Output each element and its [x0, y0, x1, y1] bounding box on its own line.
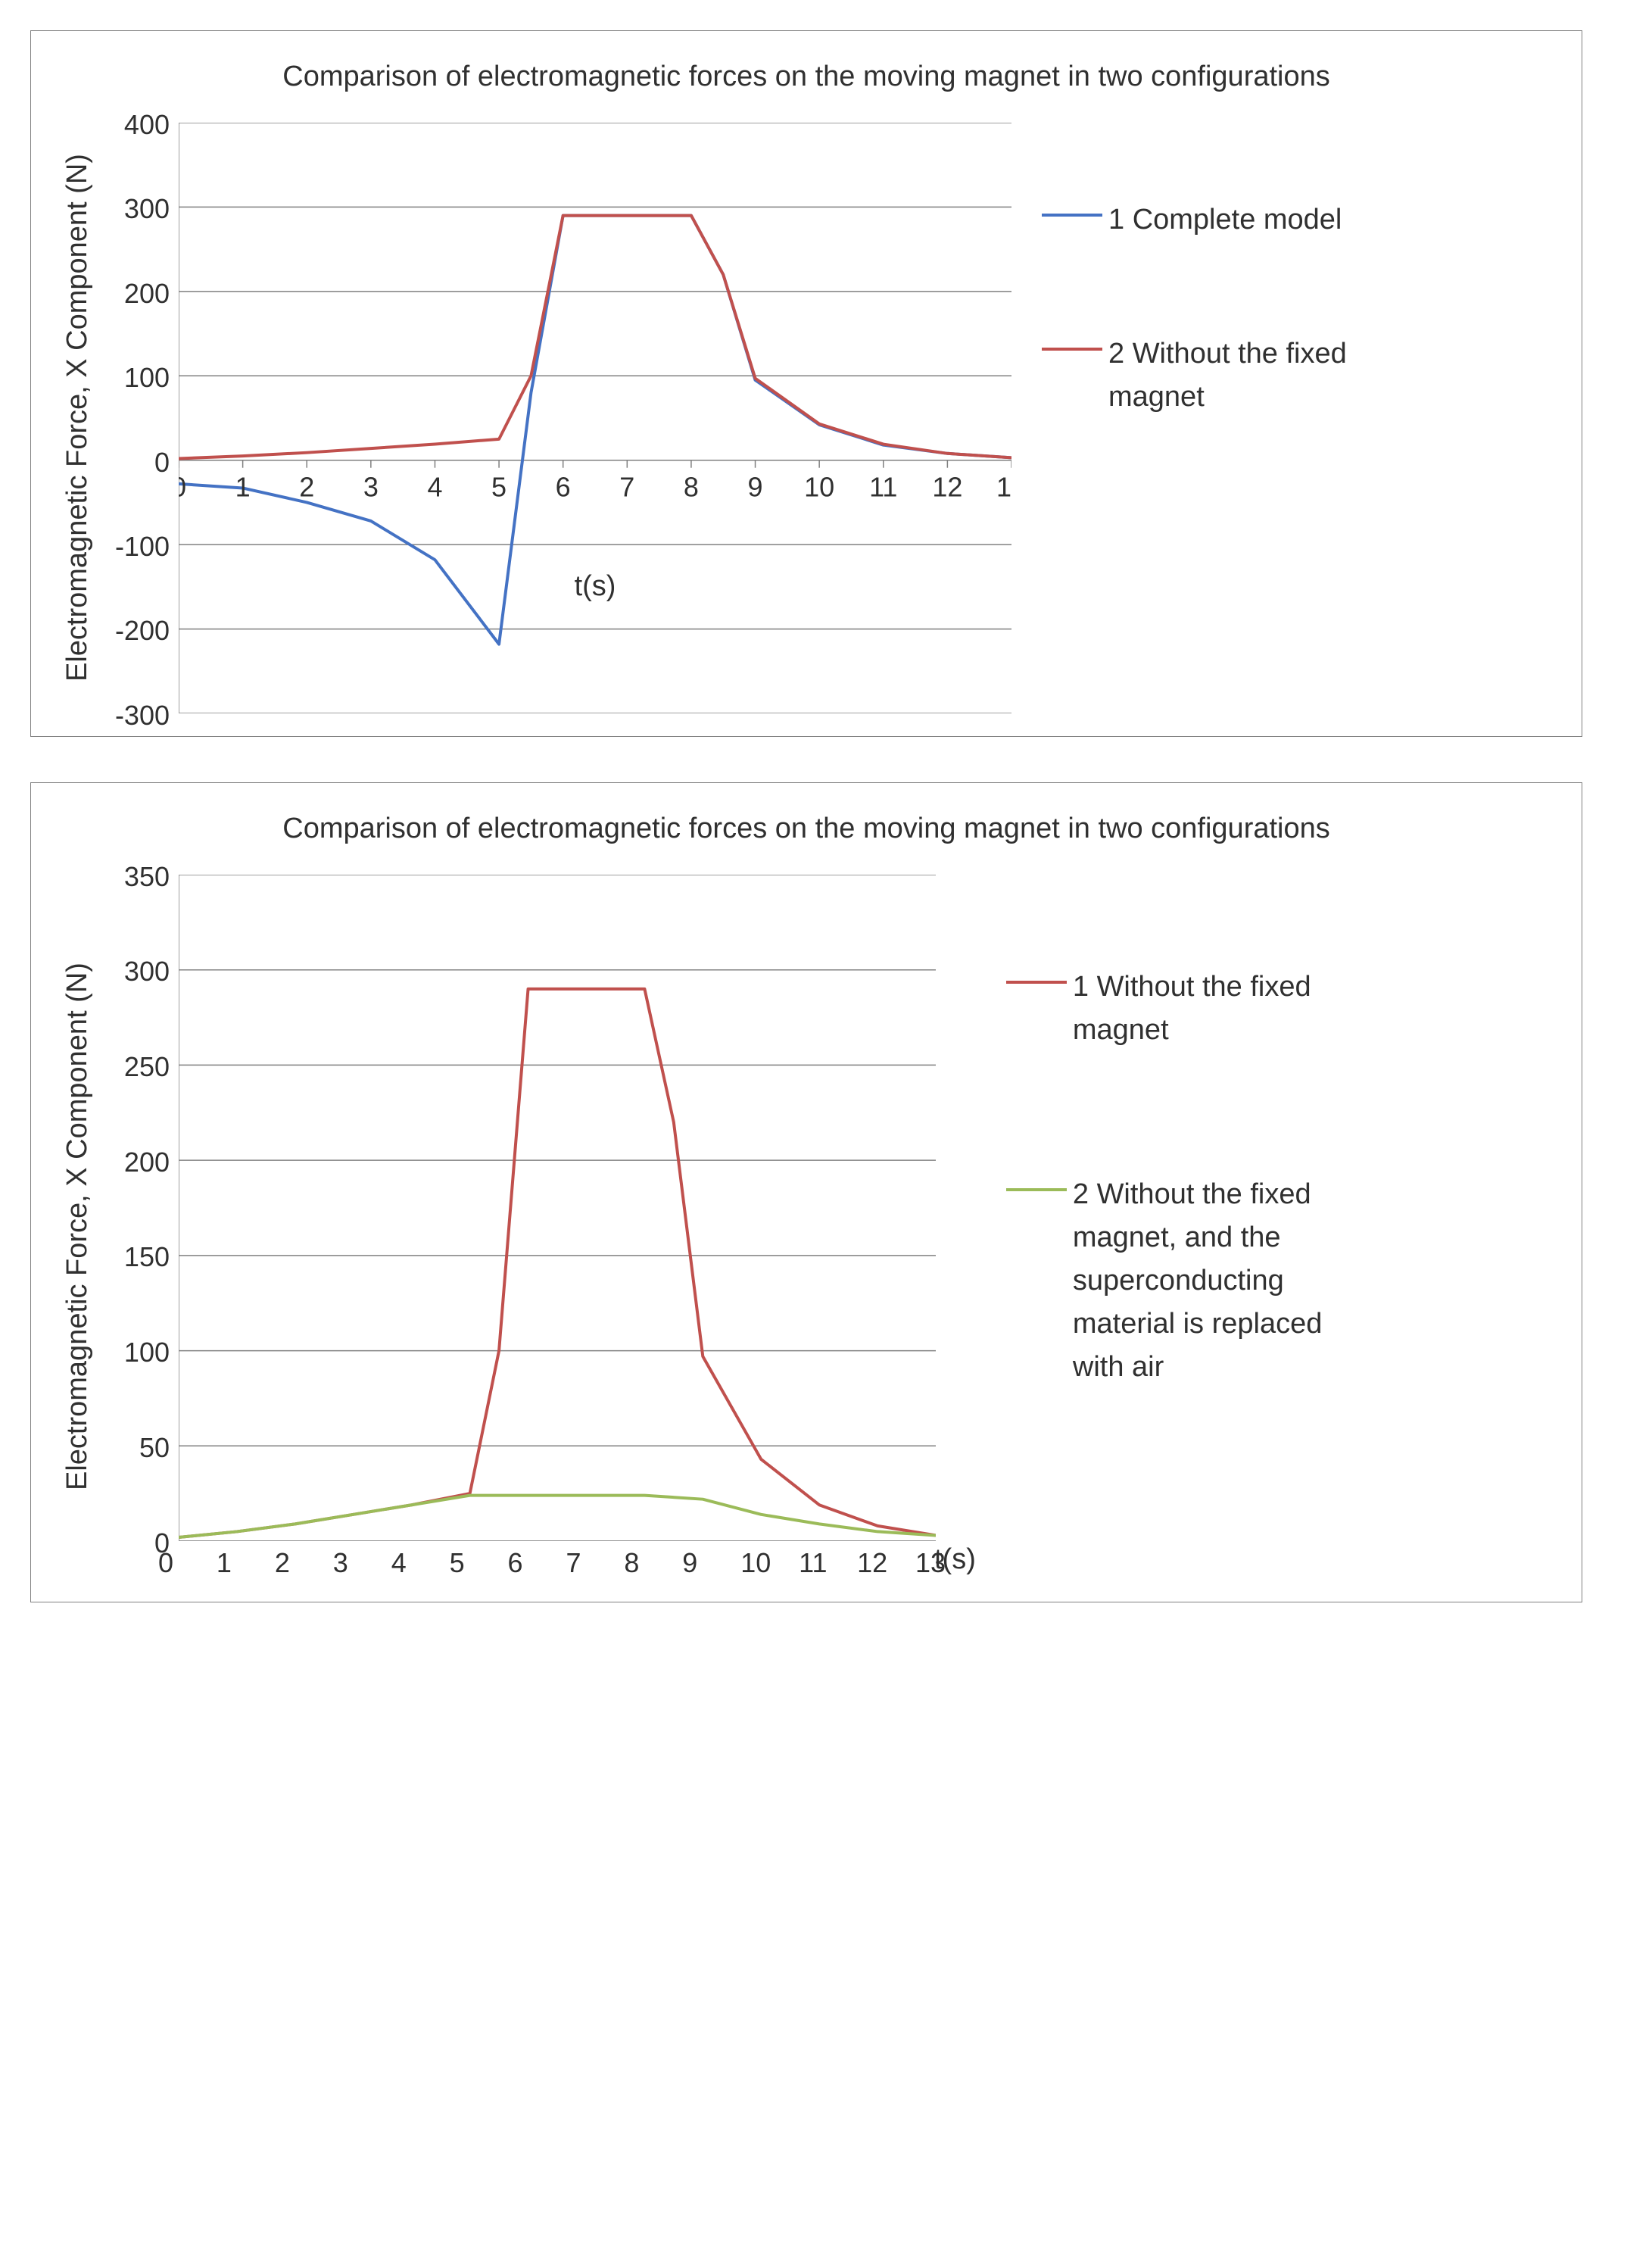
svg-text:1: 1	[235, 472, 251, 503]
chart1-title: Comparison of electromagnetic forces on …	[276, 54, 1336, 100]
svg-text:4: 4	[427, 472, 442, 503]
x-tick-label: 5	[450, 1547, 465, 1579]
y-tick-label: 100	[124, 1337, 170, 1368]
legend-swatch	[1006, 1188, 1067, 1191]
svg-text:6: 6	[556, 472, 571, 503]
y-tick-label: 200	[124, 278, 170, 310]
chart2-yticks: 050100150200250300350	[101, 875, 179, 1541]
x-tick-label: 2	[275, 1547, 290, 1579]
legend-label: 2 Without the fixed magnet	[1108, 332, 1381, 419]
legend-item: 2 Without the fixed magnet, and the supe…	[1006, 1173, 1345, 1389]
y-tick-label: -200	[115, 615, 170, 647]
x-tick-label: 4	[391, 1547, 407, 1579]
svg-text:12: 12	[932, 472, 962, 503]
chart2-xticks: 012345678910111213	[170, 1541, 927, 1579]
x-tick-label: 8	[624, 1547, 639, 1579]
chart2-plot-col: 050100150200250300350 012345678910111213…	[101, 875, 976, 1579]
y-tick-label: 150	[124, 1241, 170, 1273]
svg-text:11: 11	[869, 472, 897, 503]
legend-label: 1 Without the fixed magnet	[1073, 966, 1345, 1052]
svg-text:8: 8	[684, 472, 699, 503]
chart2-body: Electromagnetic Force, X Component (N) 0…	[54, 875, 1559, 1579]
y-tick-label: 100	[124, 362, 170, 394]
y-tick-label: 0	[154, 447, 170, 479]
chart1-yticks: -300-200-1000100200300400	[101, 123, 179, 713]
chart1-legend: 1 Complete model 2 Without the fixed magn…	[1011, 123, 1381, 713]
svg-text:3: 3	[363, 472, 379, 503]
x-tick-label: 9	[682, 1547, 697, 1579]
chart1-container: Comparison of electromagnetic forces on …	[30, 30, 1582, 737]
y-tick-label: 300	[124, 193, 170, 225]
legend-swatch	[1042, 214, 1102, 217]
chart2-plot	[179, 875, 936, 1541]
legend-item: 1 Without the fixed magnet	[1006, 966, 1345, 1052]
x-tick-label: 7	[566, 1547, 581, 1579]
legend-item: 2 Without the fixed magnet	[1042, 332, 1381, 419]
chart1-plot: 012345678910111213t(s)	[179, 123, 1011, 713]
x-tick-label: 10	[740, 1547, 771, 1579]
legend-swatch	[1006, 981, 1067, 984]
y-tick-label: 200	[124, 1147, 170, 1178]
svg-text:13: 13	[996, 472, 1011, 503]
x-tick-label: 11	[799, 1547, 827, 1579]
svg-text:9: 9	[748, 472, 763, 503]
legend-label: 2 Without the fixed magnet, and the supe…	[1073, 1173, 1345, 1389]
chart1-plot-row: -300-200-1000100200300400 01234567891011…	[101, 123, 1011, 713]
legend-item: 1 Complete model	[1042, 198, 1381, 242]
y-tick-label: -100	[115, 531, 170, 563]
x-tick-label: 13	[915, 1547, 946, 1579]
chart2-ylabel: Electromagnetic Force, X Component (N)	[54, 875, 101, 1579]
chart2-plot-row: 050100150200250300350	[101, 875, 976, 1541]
chart2-legend: 1 Without the fixed magnet 2 Without the …	[976, 875, 1345, 1579]
y-tick-label: 350	[124, 861, 170, 893]
chart2-title: Comparison of electromagnetic forces on …	[276, 806, 1336, 852]
y-tick-label: 400	[124, 109, 170, 141]
y-tick-label: 250	[124, 1051, 170, 1083]
x-tick-label: 3	[333, 1547, 348, 1579]
svg-text:2: 2	[299, 472, 314, 503]
chart2-container: Comparison of electromagnetic forces on …	[30, 782, 1582, 1602]
y-tick-label: 300	[124, 956, 170, 988]
svg-text:10: 10	[804, 472, 834, 503]
svg-text:5: 5	[491, 472, 507, 503]
y-tick-label: 50	[139, 1432, 170, 1464]
svg-text:0: 0	[179, 472, 186, 503]
svg-text:7: 7	[619, 472, 634, 503]
x-tick-label: 1	[217, 1547, 232, 1579]
x-tick-label: 0	[158, 1547, 173, 1579]
svg-text:t(s): t(s)	[575, 570, 616, 602]
chart1-ylabel: Electromagnetic Force, X Component (N)	[54, 123, 101, 713]
legend-label: 1 Complete model	[1108, 198, 1342, 242]
chart1-plot-col: -300-200-1000100200300400 01234567891011…	[101, 123, 1011, 713]
x-tick-label: 12	[857, 1547, 887, 1579]
chart1-body: Electromagnetic Force, X Component (N) -…	[54, 123, 1559, 713]
legend-swatch	[1042, 348, 1102, 351]
y-tick-label: -300	[115, 700, 170, 732]
x-tick-label: 6	[508, 1547, 523, 1579]
